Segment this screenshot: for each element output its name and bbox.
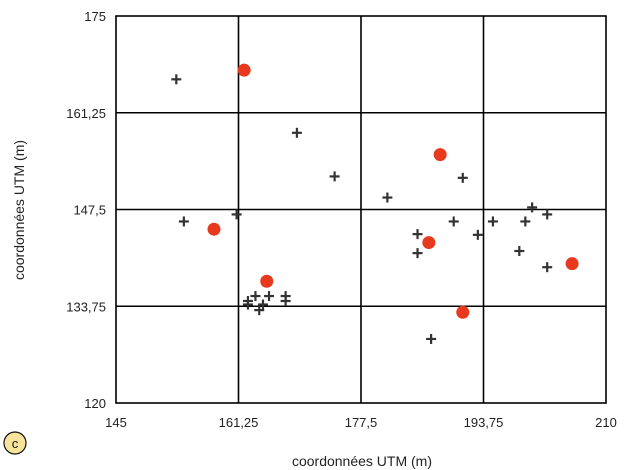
cross-point <box>291 127 302 138</box>
x-tick-label: 193,75 <box>464 415 504 430</box>
cross-point <box>487 216 498 227</box>
grid-layer <box>115 15 607 404</box>
x-tick-label: 177,5 <box>345 415 378 430</box>
y-tick-label: 147,5 <box>73 203 106 218</box>
cross-point <box>171 74 182 85</box>
cross-point <box>329 171 340 182</box>
cross-point <box>457 172 468 183</box>
data-marks <box>171 63 579 344</box>
cross-point <box>448 216 459 227</box>
circle-point <box>565 257 579 271</box>
cross-point <box>254 305 265 316</box>
panel-label-badge <box>3 431 27 455</box>
circle-point <box>207 222 221 236</box>
y-axis-title: coordonnées UTM (m) <box>11 140 27 280</box>
cross-point <box>178 216 189 227</box>
tick-labels: 145 161,25 177,5 193,75 210 120 133,75 147,5 161… <box>66 9 617 430</box>
x-tick-label: 145 <box>105 415 127 430</box>
circle-point <box>260 274 274 288</box>
cross-point <box>542 262 553 273</box>
cross-point <box>242 299 253 310</box>
panel-label-text: c <box>12 436 19 451</box>
cross-point <box>412 229 423 240</box>
y-tick-label: 133,75 <box>66 299 106 314</box>
cross-point <box>542 209 553 220</box>
cross-point <box>527 202 538 213</box>
y-tick-label: 175 <box>84 9 106 24</box>
cross-point <box>426 333 437 344</box>
cross-point <box>264 291 275 302</box>
cross-point <box>258 299 268 310</box>
x-tick-label: 161,25 <box>219 415 259 430</box>
cross-point <box>250 291 261 302</box>
cross-point <box>231 209 242 220</box>
circle-point <box>422 236 436 250</box>
x-tick-label: 210 <box>595 415 617 430</box>
cross-point <box>514 246 525 257</box>
cross-point <box>472 229 483 240</box>
cross-point <box>280 295 291 306</box>
cross-point <box>520 216 531 227</box>
circle-point <box>456 305 470 319</box>
cross-point <box>412 248 423 259</box>
y-tick-label: 120 <box>84 396 106 411</box>
circle-point <box>237 63 251 77</box>
y-tick-label: 161,25 <box>66 106 106 121</box>
x-axis-title: coordonnées UTM (m) <box>292 453 432 469</box>
circle-point <box>433 148 447 162</box>
panel-label: c <box>3 431 27 455</box>
cross-point <box>382 192 393 203</box>
